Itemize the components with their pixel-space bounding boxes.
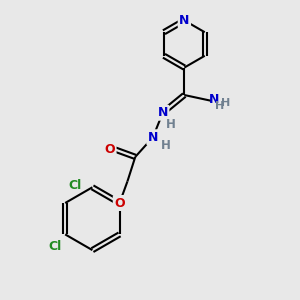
Text: O: O bbox=[104, 142, 115, 155]
Text: N: N bbox=[148, 131, 158, 144]
Text: Cl: Cl bbox=[49, 240, 62, 253]
Text: H: H bbox=[161, 139, 171, 152]
Text: O: O bbox=[114, 196, 125, 209]
Text: H: H bbox=[215, 101, 224, 111]
Text: H: H bbox=[221, 98, 230, 108]
Text: N: N bbox=[158, 106, 168, 119]
Text: N: N bbox=[208, 93, 219, 106]
Text: Cl: Cl bbox=[68, 179, 81, 192]
Text: N: N bbox=[179, 14, 190, 27]
Text: H: H bbox=[166, 118, 176, 131]
